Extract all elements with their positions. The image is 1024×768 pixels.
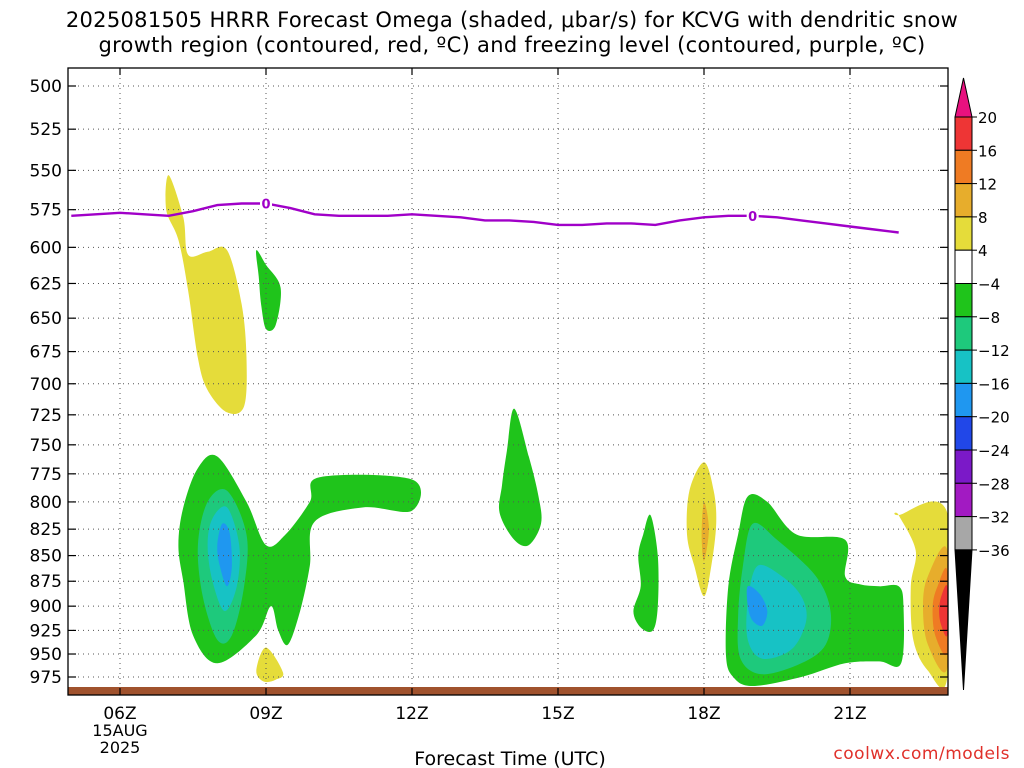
y-tick-label: 550 xyxy=(30,161,62,181)
colorbar-label: −36 xyxy=(978,542,1010,560)
y-tick-label: 950 xyxy=(30,645,62,665)
y-tick-label: 725 xyxy=(30,406,62,426)
freezing-level-contour: 00 xyxy=(71,195,899,234)
colorbar-label: 20 xyxy=(978,109,997,127)
colorbar-label: −12 xyxy=(978,342,1010,360)
colorbar-label: −28 xyxy=(978,475,1010,493)
x-tick-label: 21Z xyxy=(833,704,866,724)
x-tick-label: 12Z xyxy=(395,704,428,724)
freezing-level-label: 0 xyxy=(748,210,757,225)
colorbar-swatch xyxy=(954,416,973,451)
colorbar-label: −8 xyxy=(978,309,1000,327)
colorbar-swatch xyxy=(954,349,973,384)
freezing-level-label: 0 xyxy=(261,198,270,213)
plot-frame xyxy=(67,67,949,696)
y-tick-label: 750 xyxy=(30,436,62,456)
y-tick-label: 525 xyxy=(30,120,62,140)
chart-title-line1: 2025081505 HRRR Forecast Omega (shaded, … xyxy=(65,8,959,32)
omega-region-1 xyxy=(256,250,281,332)
chart-title-line2: growth region (contoured, red, ºC) and f… xyxy=(98,33,926,57)
y-axis: 500 525 550 575 600 625 650 675 700 725 750 775 800 8… xyxy=(30,77,948,688)
y-tick-label: 875 xyxy=(30,572,62,592)
omega-region-6 xyxy=(217,523,232,587)
omega-region-0 xyxy=(165,175,247,415)
colorbar-label: 16 xyxy=(978,142,997,160)
x-axis-label: Forecast Time (UTC) xyxy=(414,748,605,768)
colorbar-label: −20 xyxy=(978,409,1010,427)
omega-region-13 xyxy=(746,564,807,659)
colorbar-label: −32 xyxy=(978,509,1010,527)
y-tick-label: 975 xyxy=(30,668,62,688)
omega-region-10 xyxy=(701,501,709,561)
colorbar-swatch xyxy=(954,382,973,418)
colorbar-label: 12 xyxy=(978,176,997,194)
y-tick-label: 775 xyxy=(30,465,62,485)
omega-region-8 xyxy=(633,514,659,632)
colorbar-label: 8 xyxy=(978,209,988,227)
colorbar-swatch xyxy=(954,216,973,251)
colorbar-label: 4 xyxy=(978,242,988,260)
omega-region-2 xyxy=(256,647,284,683)
freezing-label-bg xyxy=(260,195,272,211)
colorbar-label: −24 xyxy=(978,442,1010,460)
colorbar-swatch xyxy=(954,183,973,218)
x-date-label: 15AUG xyxy=(92,721,147,740)
y-tick-label: 800 xyxy=(30,493,62,513)
watermark: coolwx.com/models xyxy=(833,744,1010,764)
y-tick-label: 925 xyxy=(30,621,62,641)
x-date-label: 2025 xyxy=(100,738,141,757)
colorbar-swatch xyxy=(954,316,973,351)
x-tick-label: 06Z xyxy=(103,704,136,724)
y-tick-label: 700 xyxy=(30,375,62,395)
surface-band xyxy=(68,687,948,695)
freezing-level-line xyxy=(71,202,899,234)
y-tick-label: 625 xyxy=(30,274,62,294)
y-tick-label: 600 xyxy=(30,238,62,258)
x-tick-label: 18Z xyxy=(687,704,720,724)
colorbar-swatch xyxy=(954,482,973,518)
chart-title: 2025081505 HRRR Forecast Omega (shaded, … xyxy=(0,8,1024,58)
omega-region-18 xyxy=(939,585,948,637)
omega-shaded-regions xyxy=(165,175,948,689)
colorbar-label: −4 xyxy=(978,276,1000,294)
y-tick-label: 825 xyxy=(30,520,62,540)
freezing-label-bg xyxy=(746,207,759,223)
y-tick-label: 650 xyxy=(30,309,62,329)
y-tick-label: 500 xyxy=(30,77,62,97)
colorbar-label: −16 xyxy=(978,375,1010,393)
colorbar-bottom-arrow xyxy=(954,549,973,691)
grid-lines xyxy=(68,68,948,695)
omega-region-7 xyxy=(498,408,542,547)
colorbar-swatch xyxy=(954,516,973,551)
colorbar-top-arrow xyxy=(954,77,973,118)
colorbar-legend: 20 16 12 8 4 −4 −8 −12 −16 −20 −24 −28 −32 −36 xyxy=(954,77,1010,691)
colorbar-swatch xyxy=(954,149,973,185)
y-tick-label: 675 xyxy=(30,343,62,363)
omega-region-14 xyxy=(746,585,768,627)
colorbar-swatch xyxy=(954,249,973,284)
y-tick-label: 900 xyxy=(30,597,62,617)
colorbar-swatch xyxy=(954,449,973,484)
y-tick-label: 850 xyxy=(30,547,62,567)
y-tick-label: 575 xyxy=(30,201,62,221)
omega-region-9 xyxy=(686,462,717,597)
x-tick-label: 15Z xyxy=(541,704,574,724)
x-tick-label: 09Z xyxy=(249,704,282,724)
colorbar-swatch xyxy=(954,116,973,151)
colorbar-swatch xyxy=(954,283,973,318)
